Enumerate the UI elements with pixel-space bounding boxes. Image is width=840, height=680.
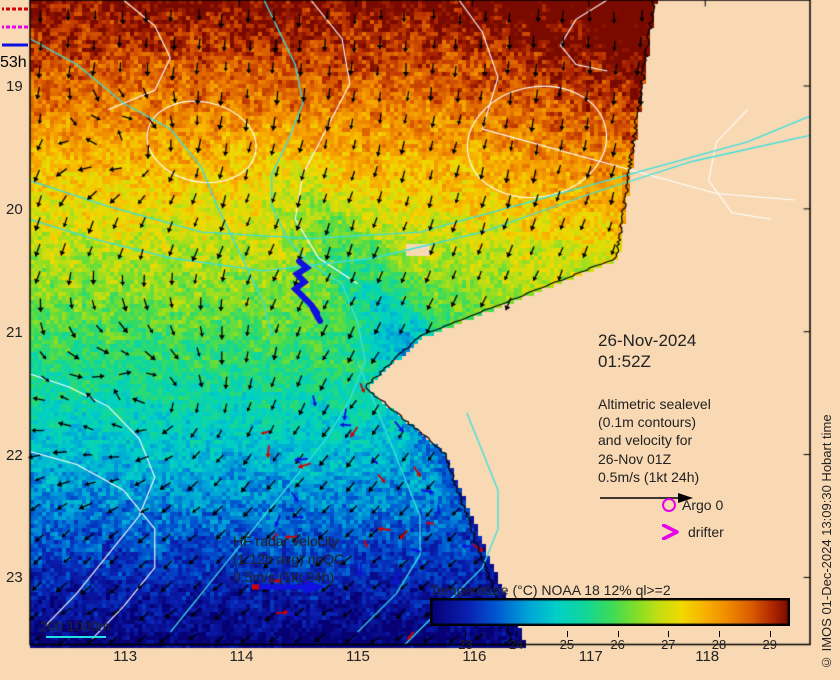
colorbar-widget[interactable]: 23 24 25 26 27 28 29: [430, 598, 790, 645]
colorbar-tick-label-29: 29: [762, 637, 776, 652]
copyright-label: © IMOS 01-Dec-2024 13:09:30 Hobart time: [819, 10, 834, 670]
y-axis-tick-23: 23: [6, 569, 23, 586]
x-axis-tick-117: 117: [579, 648, 603, 665]
y-axis-tick-21: 21: [6, 324, 23, 341]
colorbar-tick-label-26: 26: [610, 637, 624, 652]
colorbar-tick-label-28: 28: [712, 637, 726, 652]
scalebar-label: 200 1000m: [40, 618, 110, 634]
hf-radar-arrow-icon: [250, 577, 370, 597]
argo-legend-item: Argo 0: [662, 497, 723, 513]
colorbar-gradient[interactable]: [430, 598, 790, 626]
argo-marker-icon: [662, 498, 676, 512]
colorbar-tick-label-23: 23: [458, 637, 472, 652]
colorbar-ticks: 23 24 25 26 27 28 29: [430, 631, 790, 645]
drifter-legend-item: drifter: [662, 524, 724, 540]
sst-quiver-canvas: [0, 0, 840, 680]
y-axis-tick-19: 19: [6, 78, 23, 95]
colorbar-tick-label-24: 24: [509, 637, 523, 652]
date-annotation: 26-Nov-2024 01:52Z: [598, 330, 696, 373]
x-axis-tick-113: 113: [113, 648, 137, 665]
colorbar-tick-label-25: 25: [560, 637, 574, 652]
drifter-marker-icon: [662, 524, 682, 540]
x-axis-tick-114: 114: [230, 648, 254, 665]
colorbar-tick-label-27: 27: [661, 637, 675, 652]
y-axis-tick-22: 22: [6, 447, 23, 464]
x-axis-tick-115: 115: [346, 648, 370, 665]
scalebar-line: [46, 636, 106, 638]
sst-map-app: 19 20 21 22 23 113 114 115 116 117 118 26-Nov-202…: [0, 0, 840, 680]
colorbar-title: Temperature (°C) NOAA 18 12% ql>=2: [430, 582, 671, 598]
y-axis-tick-20: 20: [6, 201, 23, 218]
